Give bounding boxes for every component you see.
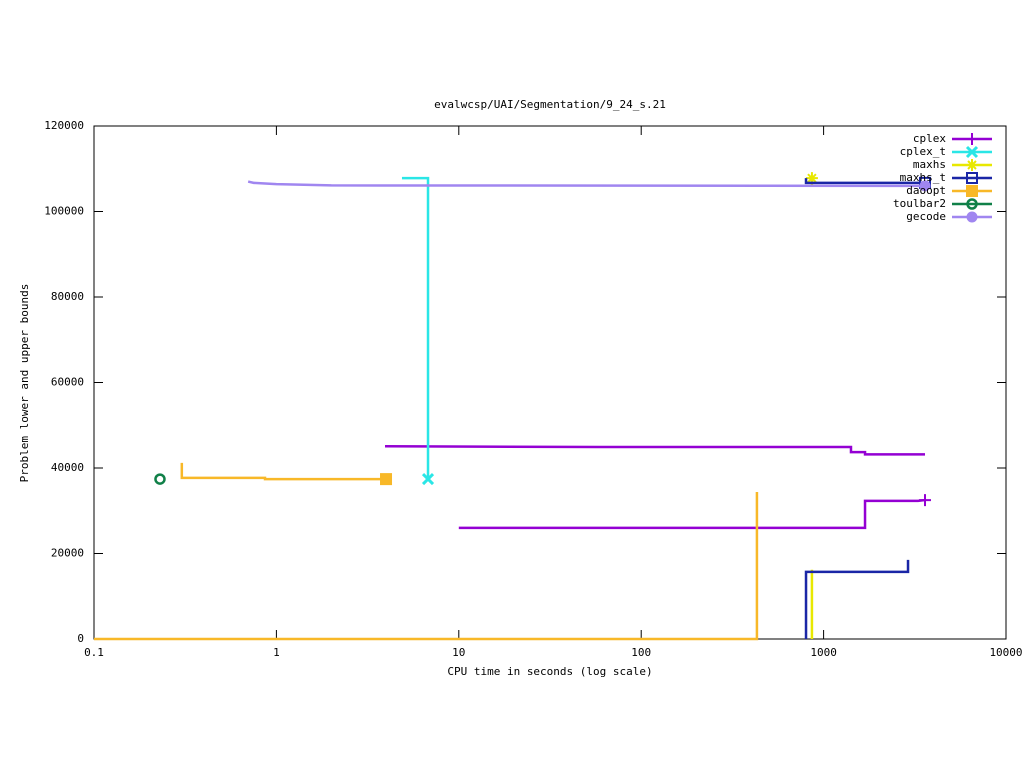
x-tick-label: 100 — [631, 646, 651, 659]
legend-label: maxhs — [913, 158, 946, 171]
x-axis-label: CPU time in seconds (log scale) — [447, 665, 652, 678]
x-tick-label: 1000 — [810, 646, 837, 659]
point-marker — [919, 494, 932, 507]
point-marker — [919, 180, 931, 192]
y-tick-label: 0 — [77, 632, 84, 645]
series-line — [94, 462, 759, 641]
y-tick-label: 40000 — [51, 461, 84, 474]
chart-title: evalwcsp/UAI/Segmentation/9_24_s.21 — [434, 98, 666, 111]
legend-label: maxhs_t — [900, 171, 946, 184]
y-tick-label: 120000 — [44, 119, 84, 132]
point-marker — [421, 473, 435, 486]
x-tick-label: 10 — [452, 646, 465, 659]
legend-label: daoopt — [906, 184, 946, 197]
legend-label: gecode — [906, 210, 946, 223]
y-tick-label: 60000 — [51, 376, 84, 389]
point-marker — [805, 172, 818, 185]
legend-marker — [965, 145, 979, 159]
legend-label: toulbar2 — [893, 197, 946, 210]
y-tick-label: 20000 — [51, 547, 84, 560]
legend-marker — [966, 198, 978, 210]
x-tick-label: 0.1 — [84, 646, 104, 659]
y-tick-label: 100000 — [44, 205, 84, 218]
series-line — [401, 176, 430, 480]
legend-marker — [966, 133, 978, 145]
plot-border — [93, 125, 1007, 640]
point-marker — [154, 473, 166, 485]
legend-label: cplex — [913, 132, 946, 145]
legend-label: cplex_t — [900, 145, 946, 158]
x-tick-label: 10000 — [989, 646, 1022, 659]
series-line — [385, 444, 926, 530]
legend-marker — [966, 159, 978, 171]
y-tick-label: 80000 — [51, 290, 84, 303]
series-line — [247, 180, 926, 188]
legend-marker — [966, 211, 978, 223]
legend-marker — [966, 185, 978, 197]
point-marker — [380, 473, 393, 486]
y-axis-label: Problem lower and upper bounds — [18, 284, 31, 483]
legend-marker — [966, 172, 978, 184]
series-line — [804, 178, 926, 639]
x-tick-label: 1 — [273, 646, 280, 659]
